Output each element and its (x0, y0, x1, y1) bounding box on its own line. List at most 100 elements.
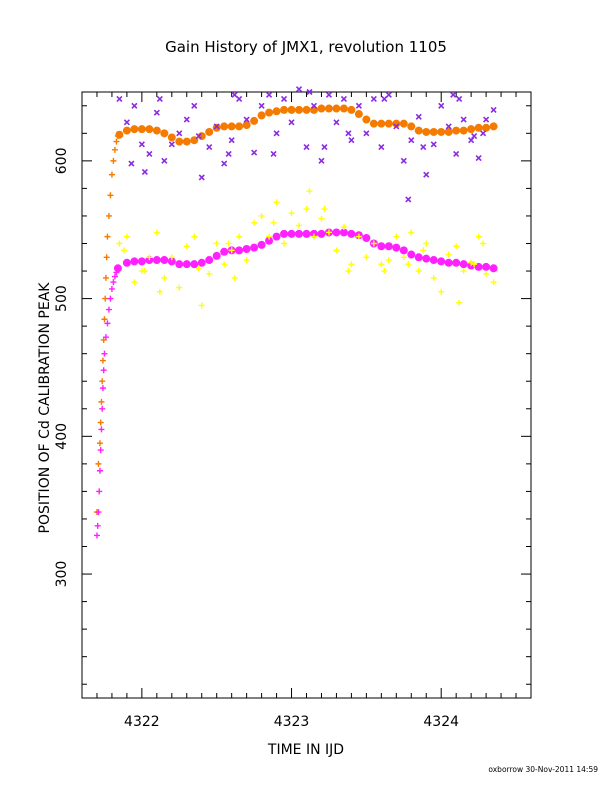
data-point (287, 105, 296, 114)
data-point (176, 284, 183, 291)
data-point (438, 288, 445, 295)
series-5 (116, 188, 497, 309)
data-point (242, 245, 251, 254)
data-point (122, 126, 131, 135)
data-point (399, 246, 408, 255)
data-point (309, 105, 318, 114)
data-point (339, 228, 348, 237)
data-point (93, 532, 100, 539)
data-point (377, 119, 386, 128)
data-point (128, 160, 135, 167)
data-point (452, 258, 461, 267)
data-point (198, 302, 205, 309)
data-point (96, 440, 103, 447)
data-point (111, 273, 118, 280)
data-point (272, 107, 281, 116)
data-point (317, 229, 326, 238)
data-point (306, 188, 313, 195)
y-axis-label: POSITION OF Cd CALIBRATION PEAK (37, 282, 53, 534)
data-point (333, 119, 340, 126)
data-point (348, 137, 355, 144)
data-point (407, 122, 416, 131)
data-point (160, 129, 169, 138)
data-point (420, 247, 427, 254)
data-point (98, 426, 105, 433)
data-point (96, 488, 103, 495)
data-point (175, 137, 184, 146)
data-point (103, 254, 110, 261)
chart-title: Gain History of JMX1, revolution 1105 (165, 38, 447, 56)
data-point (345, 130, 352, 137)
data-point (251, 149, 258, 156)
data-point (195, 265, 202, 272)
data-point (405, 261, 412, 268)
data-point (250, 116, 259, 125)
data-point (480, 240, 487, 247)
data-point (105, 212, 112, 219)
data-point (288, 210, 295, 217)
data-point (471, 261, 478, 268)
data-point (227, 122, 236, 131)
data-point (97, 419, 104, 426)
data-point (415, 113, 422, 120)
data-point (459, 260, 468, 269)
data-point (250, 243, 259, 252)
data-point (445, 123, 452, 130)
data-point (107, 295, 114, 302)
data-point (430, 274, 437, 281)
data-point (280, 95, 288, 102)
data-point (99, 378, 106, 385)
data-point (228, 137, 235, 144)
data-point (405, 196, 412, 203)
data-point (96, 467, 103, 474)
data-point (453, 243, 460, 250)
data-point (445, 251, 452, 258)
data-point (100, 367, 107, 374)
data-point (231, 274, 238, 281)
data-point (123, 233, 130, 240)
data-point (321, 206, 328, 213)
data-point (175, 260, 184, 269)
data-point (339, 104, 348, 113)
data-point (384, 119, 393, 128)
data-point (228, 247, 235, 254)
series-3 (113, 228, 498, 273)
data-point (362, 233, 371, 242)
data-point (280, 229, 289, 238)
data-point (97, 447, 104, 454)
data-point (480, 130, 487, 137)
data-point (459, 126, 468, 135)
data-point (99, 385, 106, 392)
data-point (138, 141, 145, 148)
data-point (197, 258, 206, 267)
data-point (120, 247, 127, 254)
data-point (94, 522, 101, 529)
data-point (220, 122, 229, 131)
data-point (122, 258, 131, 267)
series-0 (93, 133, 121, 516)
data-point (257, 240, 266, 249)
data-point (302, 105, 311, 114)
data-point (231, 91, 238, 98)
data-point (235, 246, 244, 255)
data-point (333, 247, 340, 254)
data-point (444, 258, 453, 267)
data-point (399, 119, 408, 128)
data-point (482, 262, 491, 271)
data-point (101, 350, 108, 357)
data-point (453, 150, 460, 158)
data-point (392, 243, 401, 252)
data-point (161, 274, 168, 281)
data-point (437, 127, 446, 136)
data-point (205, 127, 214, 136)
y-tick-label: 400 (54, 423, 70, 450)
data-point (355, 233, 362, 240)
data-point (452, 126, 461, 135)
data-point (191, 233, 198, 240)
data-point (490, 279, 497, 286)
data-point (302, 229, 311, 238)
data-point (295, 105, 304, 114)
data-point (281, 240, 288, 247)
data-point (146, 150, 153, 158)
